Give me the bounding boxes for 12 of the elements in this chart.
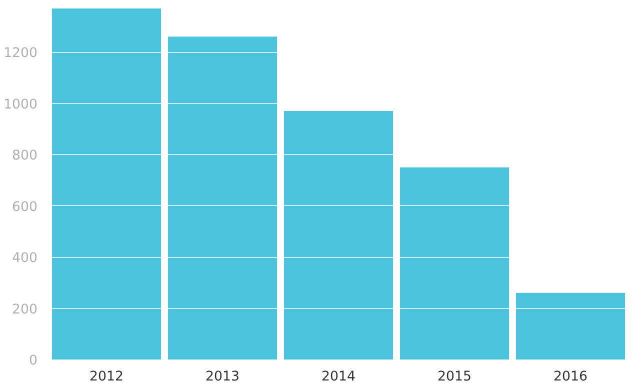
y-tick-label: 1200 — [4, 46, 38, 62]
x-tick-label: 2014 — [322, 370, 356, 383]
y-tick-label: 200 — [12, 302, 38, 318]
x-tick-label: 2016 — [554, 370, 588, 383]
y-tick-label: 1000 — [4, 97, 38, 112]
x-tick-label: 2013 — [206, 370, 240, 383]
y-tick-label: 600 — [12, 200, 38, 215]
y-tick-label: 800 — [12, 148, 38, 164]
x-tick-label: 2015 — [438, 370, 472, 383]
y-tick-label: 0 — [29, 354, 38, 368]
y-tick-label: 400 — [12, 251, 38, 266]
x-tick-label: 2012 — [90, 370, 124, 383]
